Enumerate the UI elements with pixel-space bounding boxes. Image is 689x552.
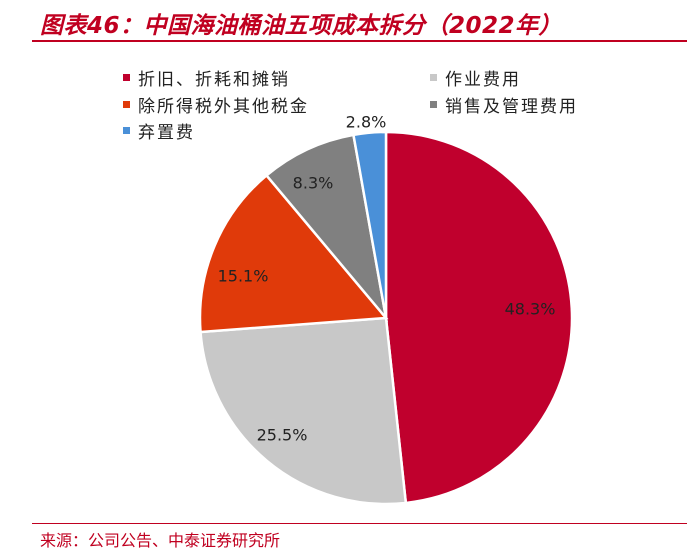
legend-item-operating-cost: 作业费用	[430, 65, 521, 90]
legend-label: 作业费用	[445, 70, 521, 90]
pie-slice	[198, 173, 389, 334]
legend-item-other-taxes: 除所得税外其他税金	[123, 92, 309, 117]
legend-item-abandonment: 弃置费	[123, 118, 195, 143]
legend-item-selling-admin: 销售及管理费用	[430, 92, 578, 117]
legend-marker	[123, 127, 130, 134]
pie-slice	[199, 316, 408, 506]
slice-data-label: 48.3%	[505, 300, 556, 319]
pie-slice	[264, 133, 389, 323]
legend-label: 弃置费	[138, 123, 195, 143]
slice-data-label: 25.5%	[257, 426, 308, 445]
legend-label: 销售及管理费用	[445, 97, 578, 117]
pie-slice	[352, 130, 388, 319]
legend-marker	[123, 74, 130, 81]
legend-label: 折旧、折耗和摊销	[138, 70, 290, 90]
chart-title: 图表46：中国海油桶油五项成本拆分（2022年）	[40, 13, 563, 39]
slice-data-label: 8.3%	[293, 174, 334, 193]
slice-data-label: 2.8%	[346, 113, 387, 132]
title-rule	[32, 40, 687, 42]
pie-slice	[384, 130, 574, 505]
legend-marker	[430, 74, 437, 81]
legend-marker	[123, 101, 130, 108]
legend-marker	[430, 101, 437, 108]
source-rule	[32, 523, 687, 524]
slice-data-label: 15.1%	[218, 267, 269, 286]
source-note: 来源：公司公告、中泰证券研究所	[40, 531, 281, 550]
legend-item-depreciation: 折旧、折耗和摊销	[123, 65, 290, 90]
legend-label: 除所得税外其他税金	[138, 97, 309, 117]
